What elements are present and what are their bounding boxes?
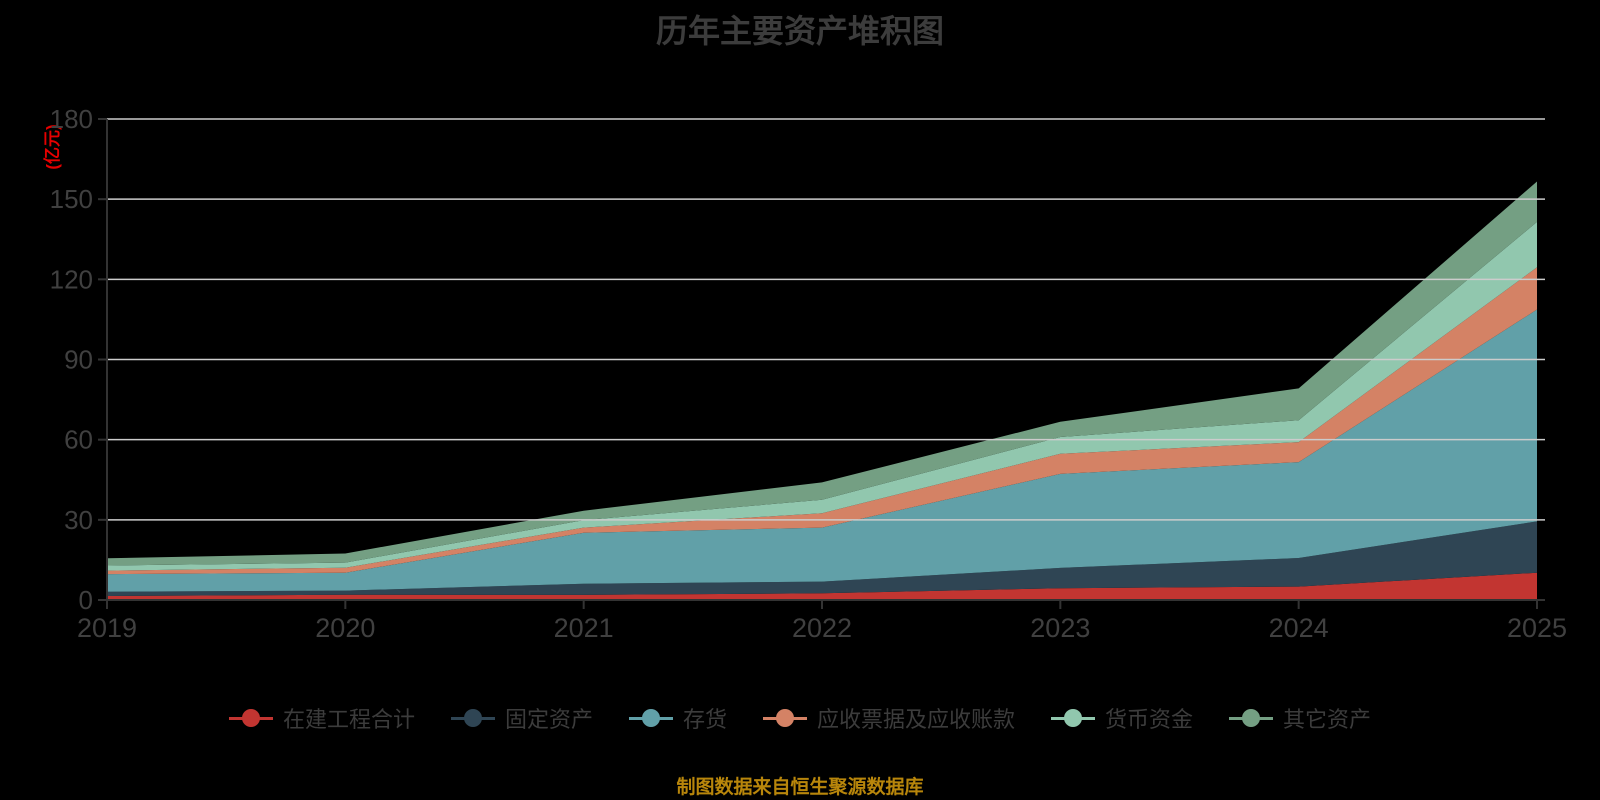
legend-series-marker-icon [450, 708, 495, 728]
x-tick-label: 2025 [1507, 613, 1567, 643]
legend-item-label: 应收票据及应收账款 [817, 707, 1016, 732]
x-tick-label: 2021 [554, 613, 614, 643]
y-tick-label: 90 [64, 345, 93, 375]
x-tick-label: 2019 [77, 613, 137, 643]
legend-item-label: 货币资金 [1105, 707, 1194, 732]
y-tick-label: 180 [50, 104, 93, 134]
area-series-0 [107, 572, 1537, 600]
area-series-2 [107, 309, 1537, 592]
legend-item-yingshou-piaoju[interactable]: 应收票据及应收账款 [763, 702, 1015, 734]
y-tick-label: 30 [64, 505, 93, 535]
legend-series-marker-icon [763, 708, 807, 728]
legend-series-marker-icon [1051, 708, 1096, 728]
legend-series-marker-icon [228, 708, 273, 728]
area-series-1 [107, 521, 1537, 596]
x-tick-label: 2023 [1030, 613, 1090, 643]
legend-item-guding-zichan[interactable]: 固定资产 [450, 702, 593, 734]
data-source-note: 制图数据来自恒生聚源数据库 [676, 777, 924, 798]
chart-legend: 在建工程合计 固定资产 存货 应收票据及应收账款 货币资金 其它资产 [0, 702, 1600, 734]
legend-series-marker-icon [628, 708, 673, 728]
x-tick-label: 2020 [315, 613, 375, 643]
legend-item-label: 在建工程合计 [282, 707, 415, 732]
y-tick-label: 120 [50, 264, 93, 294]
area-series-4 [107, 221, 1537, 571]
legend-item-label: 其它资产 [1283, 707, 1372, 732]
chart-title: 历年主要资产堆积图 [655, 13, 944, 49]
legend-item-zaijian-gongcheng[interactable]: 在建工程合计 [228, 702, 415, 734]
legend-item-label: 存货 [682, 707, 727, 732]
legend-item-cunhuo[interactable]: 存货 [628, 702, 727, 734]
y-tick-label: 60 [64, 425, 93, 455]
x-tick-label: 2024 [1269, 613, 1329, 643]
legend-item-qita-zichan[interactable]: 其它资产 [1229, 702, 1371, 734]
y-tick-label: 150 [50, 184, 93, 214]
legend-series-marker-icon [1229, 708, 1274, 728]
legend-item-huobi-zijin[interactable]: 货币资金 [1051, 702, 1193, 734]
y-tick-label: 0 [79, 585, 93, 615]
x-tick-label: 2022 [792, 613, 852, 643]
stacked-area-chart: 0 30 60 90 120 150 180 2019 2020 2021 2022 2023 2024… [50, 104, 1567, 643]
area-series-5 [107, 181, 1537, 566]
legend-item-label: 固定资产 [504, 707, 593, 732]
